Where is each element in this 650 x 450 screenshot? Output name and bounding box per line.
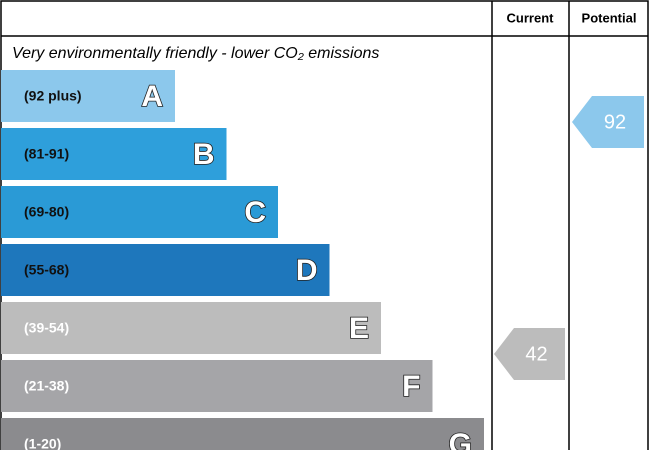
band-label: (69-80): [24, 204, 69, 220]
band: [1, 186, 278, 238]
rating-value: 42: [525, 343, 547, 365]
band-letter: C: [244, 196, 266, 229]
band-label: (1-20): [24, 436, 61, 450]
rating-value: 92: [604, 111, 626, 133]
band-letter: D: [296, 254, 318, 287]
band-label: (55-68): [24, 262, 69, 278]
subtitle: Very environmentally friendly - lower CO…: [12, 45, 379, 62]
rating-arrow: [494, 328, 565, 380]
band-letter: E: [349, 312, 369, 345]
band: [1, 70, 175, 122]
band: [1, 128, 227, 180]
band-label: (81-91): [24, 146, 69, 162]
band: [1, 418, 484, 450]
band-letter: B: [193, 138, 215, 171]
band: [1, 360, 433, 412]
rating-arrow: [572, 96, 644, 148]
band-label: (92 plus): [24, 88, 82, 104]
band-label: (21-38): [24, 378, 69, 394]
column-header: Potential: [582, 10, 637, 25]
band-label: (39-54): [24, 320, 69, 336]
band: [1, 302, 381, 354]
column-header: Current: [507, 10, 555, 25]
band: [1, 244, 330, 296]
band-letter: G: [449, 428, 472, 450]
band-letter: A: [141, 80, 163, 113]
band-letter: F: [402, 370, 420, 403]
